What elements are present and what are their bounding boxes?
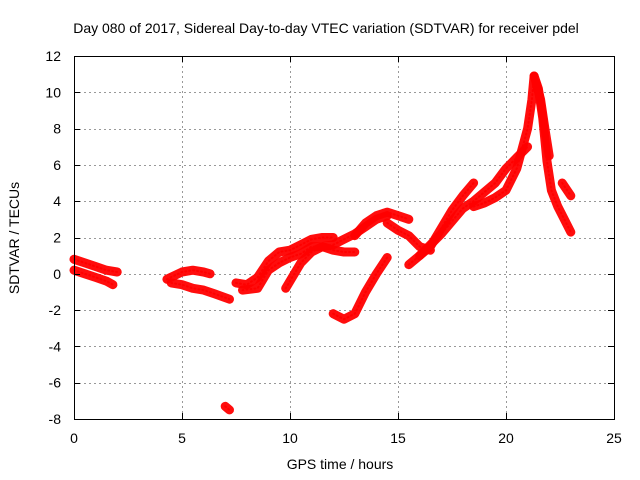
- data-arc-markers: [170, 281, 231, 301]
- data-arc-markers: [332, 256, 389, 321]
- data-arc-arc-3: [162, 265, 215, 284]
- x-tick-label: 5: [178, 430, 186, 446]
- x-tick-label: 10: [282, 430, 298, 446]
- x-tick-label: 15: [390, 430, 406, 446]
- data-arc-band: [162, 265, 215, 284]
- axis-ticks: 0 5 10 15 20 25 -8 -6 -4 -2 0 2 4 6 8 10 12: [45, 48, 622, 446]
- y-tick-label: 2: [53, 230, 61, 246]
- y-axis-label: SDTVAR / TECUs: [6, 182, 22, 294]
- data-arc-markers: [241, 245, 356, 292]
- y-tick-label: 10: [45, 84, 61, 100]
- data-arc-markers: [73, 269, 114, 286]
- data-arc-markers: [353, 211, 410, 237]
- data-arc-band: [328, 253, 392, 324]
- y-tick-label: 12: [45, 48, 61, 64]
- data-arc-arc-4: [166, 278, 234, 304]
- data-arc-markers: [472, 75, 536, 208]
- data-arc-arc-1: [69, 254, 122, 277]
- data-traces: [69, 71, 576, 415]
- grid: [74, 56, 614, 419]
- data-arc-markers: [224, 405, 231, 411]
- y-tick-label: -2: [49, 302, 62, 318]
- x-axis-label: GPS time / hours: [287, 456, 394, 472]
- data-arc-markers: [235, 236, 335, 286]
- y-tick-label: -6: [49, 375, 62, 391]
- data-arc-arc-17: [557, 178, 576, 201]
- data-arc-markers: [535, 82, 551, 157]
- x-tick-label: 0: [70, 430, 78, 446]
- data-arc-markers: [418, 145, 529, 257]
- y-tick-label: 8: [53, 121, 61, 137]
- data-arc-arc-10: [350, 207, 414, 241]
- data-arc-arc-13: [415, 142, 533, 261]
- data-arc-arc-5: [220, 401, 234, 415]
- y-tick-label: -4: [49, 338, 62, 354]
- x-tick-label: 20: [498, 430, 514, 446]
- data-arc-arc-6: [231, 233, 338, 290]
- y-tick-label: 4: [53, 193, 61, 209]
- data-arc-markers: [561, 182, 572, 197]
- x-tick-label: 25: [606, 430, 622, 446]
- data-arc-markers: [165, 269, 212, 281]
- y-tick-label: 0: [53, 266, 61, 282]
- y-tick-label: -8: [49, 411, 62, 427]
- data-arc-markers: [73, 258, 119, 273]
- data-arc-arc-9: [328, 253, 392, 324]
- chart-title: Day 080 of 2017, Sidereal Day-to-day VTE…: [73, 20, 579, 36]
- data-arc-arc-14: [469, 71, 539, 212]
- data-arc-markers: [533, 75, 572, 234]
- data-arc-arc-16: [531, 78, 554, 161]
- y-tick-label: 6: [53, 157, 61, 173]
- data-arc-arc-2: [69, 265, 118, 290]
- data-arc-arc-7: [238, 242, 360, 295]
